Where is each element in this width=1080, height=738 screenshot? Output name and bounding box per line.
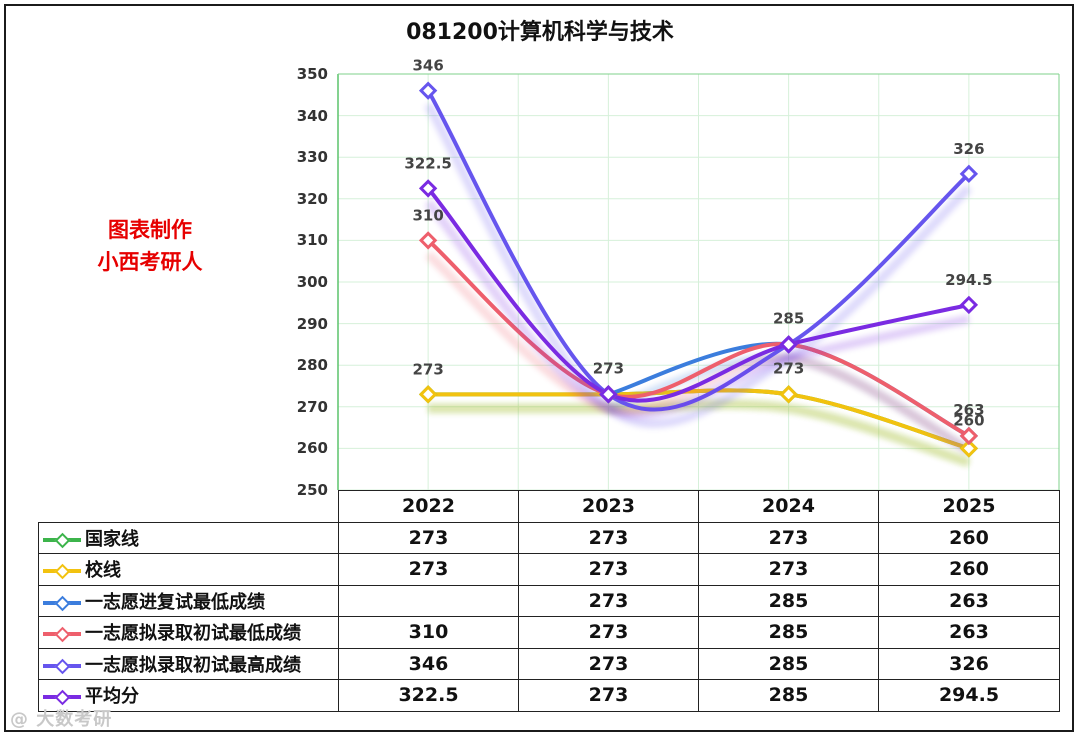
table-cell: 294.5 [878,679,1060,712]
data-label: 346 [412,57,443,75]
chart-frame [4,4,1074,732]
data-label: 285 [773,309,804,327]
legend-marker-icon [43,658,81,675]
data-label: 294.5 [945,271,992,289]
table-cell: 285 [698,647,879,680]
table-cell: 285 [698,616,879,649]
y-tick-label: 270 [296,397,328,416]
series-marker-5 [599,385,618,404]
series-line-3 [426,238,971,438]
table-row: 国家线 273 273 273 260 [38,521,1060,554]
series-name-label: 国家线 [85,528,139,550]
table-cell: 273 [338,521,519,554]
table-row: 一志愿拟录取初试最低成绩 310 273 285 263 [38,616,1060,649]
series-name-cell: 一志愿拟录取初试最高成绩 [38,647,339,680]
table-row: 校线 273 273 273 260 [38,553,1060,586]
table-cell: 346 [338,647,519,680]
table-cell: 273 [518,584,699,617]
table-cell: 263 [878,584,1060,617]
series-shadow-5 [424,199,970,420]
y-tick-label: 340 [296,106,328,125]
y-tick-label: 250 [296,481,328,499]
series-marker-1 [959,439,979,458]
series-name-label: 平均分 [85,686,139,708]
table-cell: 285 [698,679,879,712]
table-header-year: 2024 [698,490,879,523]
series-marker-1 [418,385,438,404]
y-tick-label: 330 [296,148,328,167]
table-cell: 326 [878,647,1060,680]
table-header-year: 2023 [518,490,699,523]
series-name-label: 一志愿进复试最低成绩 [85,591,265,613]
data-table: 2022 2023 2024 2025 国家线 273 273 273 260 校线 273 273 2… [38,490,1060,712]
table-cell: 285 [698,584,879,617]
credit-line-1: 图表制作 [108,218,192,242]
y-tick-label: 350 [296,65,328,83]
data-label: 273 [593,359,624,377]
series-marker-3 [959,426,979,446]
table-row: 平均分 322.5 273 285 294.5 [38,679,1060,712]
series-marker-5 [418,179,438,198]
table-row: 一志愿拟录取初试最高成绩 346 273 285 326 [38,647,1060,680]
table-corner [39,491,339,523]
series-shadow-1 [428,399,971,467]
table-header-year: 2025 [878,490,1060,523]
y-tick-label: 260 [296,439,328,458]
legend-marker-icon [43,689,81,706]
series-name-label: 校线 [85,560,121,582]
table-cell: 260 [878,521,1060,554]
data-label: 260 [953,411,984,429]
chart-title: 081200计算机科学与技术 [406,20,674,45]
table-cell: 273 [518,521,699,554]
data-label: 273 [773,359,804,377]
y-tick-label: 320 [296,189,328,208]
series-line-5 [426,186,971,403]
series-marker-4 [418,81,438,100]
legend-marker-icon [43,626,81,643]
table-cell [338,584,519,617]
table-cell: 322.5 [338,679,519,712]
series-marker-3 [418,231,438,250]
y-tick-label: 290 [296,314,328,333]
table-header-year: 2022 [338,490,519,523]
table-cell: 273 [698,521,879,554]
table-cell: 273 [518,616,699,649]
data-label: 310 [412,206,443,224]
table-row: 一志愿进复试最低成绩 273 285 263 [38,584,1060,617]
series-name-cell: 平均分 [38,679,339,712]
series-name-cell: 校线 [38,553,339,586]
data-label: 322.5 [404,154,451,172]
table-cell: 310 [338,616,519,649]
table-cell: 273 [518,679,699,712]
series-name-cell: 一志愿进复试最低成绩 [38,584,339,617]
series-marker-4 [959,164,979,184]
table-cell: 263 [878,616,1060,649]
data-label: 263 [953,401,984,419]
watermark: @ 大数考研 [10,709,113,730]
legend-marker-icon [43,532,81,549]
series-name-cell: 一志愿拟录取初试最低成绩 [38,616,339,649]
series-shadow-4 [424,102,972,429]
table-cell: 273 [698,553,879,586]
legend-marker-icon [43,595,81,612]
data-label: 273 [412,360,443,378]
table-cell: 260 [878,553,1060,586]
series-marker-5 [959,295,979,315]
y-tick-label: 300 [296,273,328,291]
series-name-label: 一志愿拟录取初试最高成绩 [85,654,301,676]
series-marker-1 [779,385,798,404]
table-cell: 273 [338,553,519,586]
series-marker-5 [779,335,798,354]
table-cell: 273 [518,647,699,680]
legend-marker-icon [43,563,81,580]
y-tick-label: 310 [296,231,328,250]
series-name-label: 一志愿拟录取初试最低成绩 [85,623,301,645]
table-cell: 273 [518,553,699,586]
series-shadow-3 [425,250,971,454]
credit-line-2: 小西考研人 [97,250,203,274]
data-label: 326 [953,140,984,158]
series-name-cell: 国家线 [38,521,339,554]
y-tick-label: 280 [296,356,328,375]
